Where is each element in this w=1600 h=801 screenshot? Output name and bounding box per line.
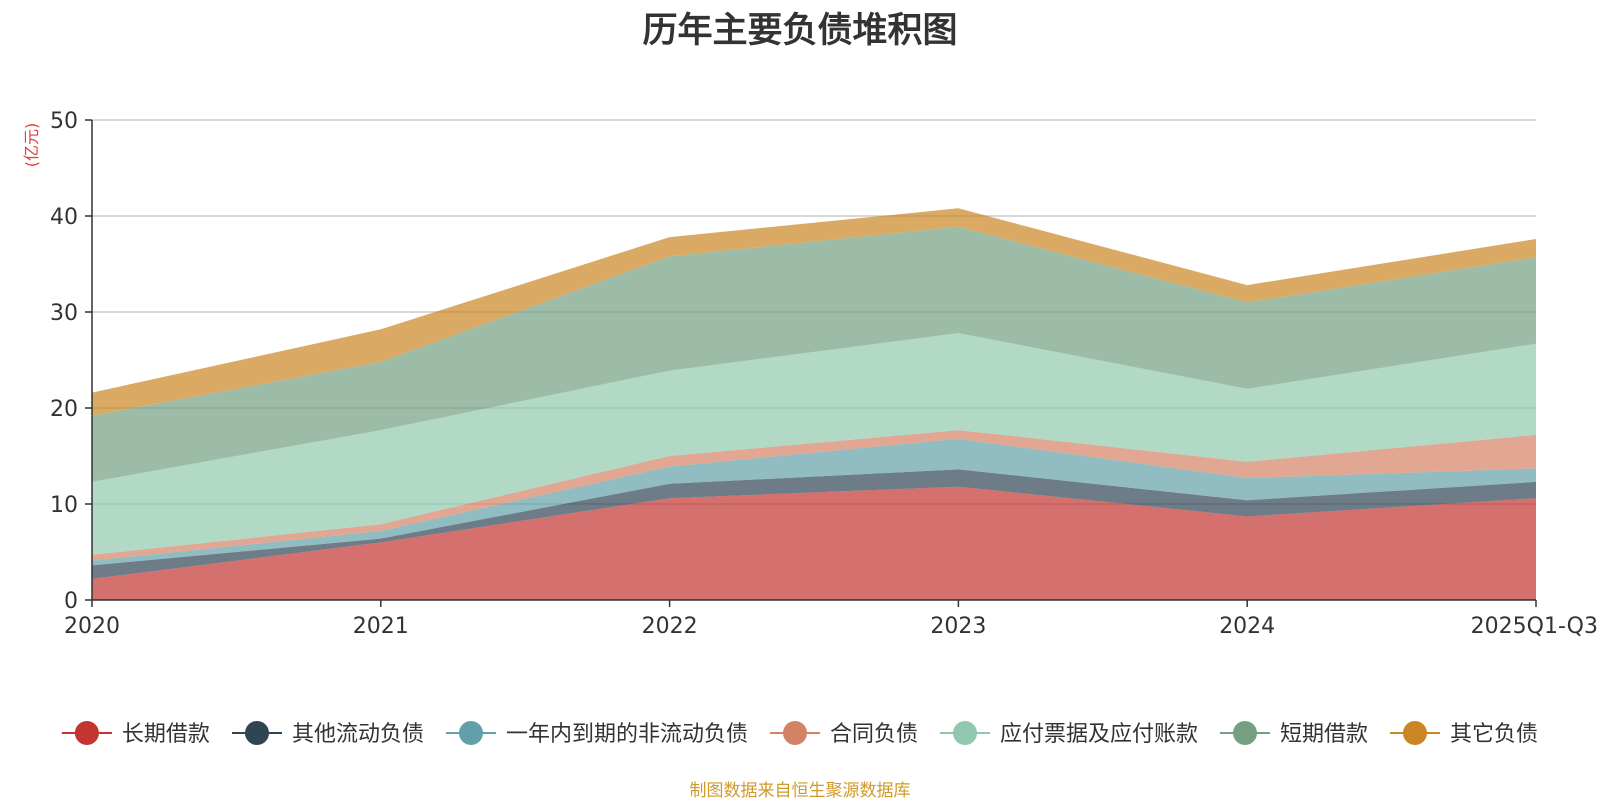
x-tick-label: 2023	[930, 614, 986, 639]
y-tick-label: 20	[50, 397, 78, 422]
legend-item-6[interactable]: 其它负债	[1390, 721, 1538, 747]
legend-item-0[interactable]: 长期借款	[61, 721, 210, 747]
legend-label: 应付票据及应付账款	[1000, 722, 1198, 747]
source-note: 制图数据来自恒生聚源数据库	[689, 781, 911, 801]
legend-item-3[interactable]: 合同负债	[770, 721, 918, 747]
chart-title: 历年主要负债堆积图	[642, 11, 958, 51]
legend-marker-dot	[74, 721, 99, 745]
area-series-1	[92, 469, 1536, 579]
x-tick-label: 2020	[64, 614, 120, 639]
axes: 0 10 20 30 40 50 2020 2021 2022 2023 2024 2025Q1-Q3	[50, 109, 1598, 639]
legend-item-2[interactable]: 一年内到期的非流动负债	[446, 721, 748, 747]
legend-marker-dot	[953, 721, 977, 745]
legend-item-5[interactable]: 短期借款	[1220, 721, 1368, 747]
legend-label: 其他流动负债	[292, 722, 424, 747]
legend-label: 一年内到期的非流动负债	[506, 722, 748, 747]
legend-label: 合同负债	[830, 722, 918, 747]
y-tick-label: 0	[64, 589, 78, 614]
area-series-0	[92, 486, 1536, 600]
x-tick-label: 2022	[642, 614, 698, 639]
series-areas	[92, 208, 1536, 600]
x-tick-label: 2025Q1-Q3	[1471, 614, 1598, 639]
legend: 长期借款 其他流动负债 一年内到期的非流动负债 合同负债 应付票据及应付账款 短期借款 其它…	[61, 721, 1538, 747]
y-tick-label: 50	[50, 109, 78, 134]
legend-marker-dot	[245, 721, 269, 745]
y-tick-label: 40	[50, 205, 78, 230]
legend-marker-dot	[1233, 721, 1257, 745]
x-tick-label: 2021	[353, 614, 409, 639]
legend-label: 短期借款	[1280, 722, 1368, 747]
y-axis-unit-label: (亿元)	[22, 123, 41, 168]
y-tick-label: 10	[50, 493, 78, 518]
y-tick-label: 30	[50, 301, 78, 326]
x-tick-label: 2024	[1219, 614, 1275, 639]
legend-marker-dot	[783, 721, 807, 745]
legend-label: 其它负债	[1450, 722, 1538, 747]
area-series-4	[92, 333, 1536, 555]
legend-item-4[interactable]: 应付票据及应付账款	[940, 721, 1198, 747]
area-series-3	[92, 430, 1536, 561]
legend-marker-dot	[1403, 721, 1427, 745]
area-series-2	[92, 438, 1536, 566]
legend-label: 长期借款	[122, 722, 210, 747]
legend-item-1[interactable]: 其他流动负债	[232, 721, 424, 747]
area-series-5	[92, 226, 1536, 482]
legend-marker-dot	[459, 721, 483, 745]
